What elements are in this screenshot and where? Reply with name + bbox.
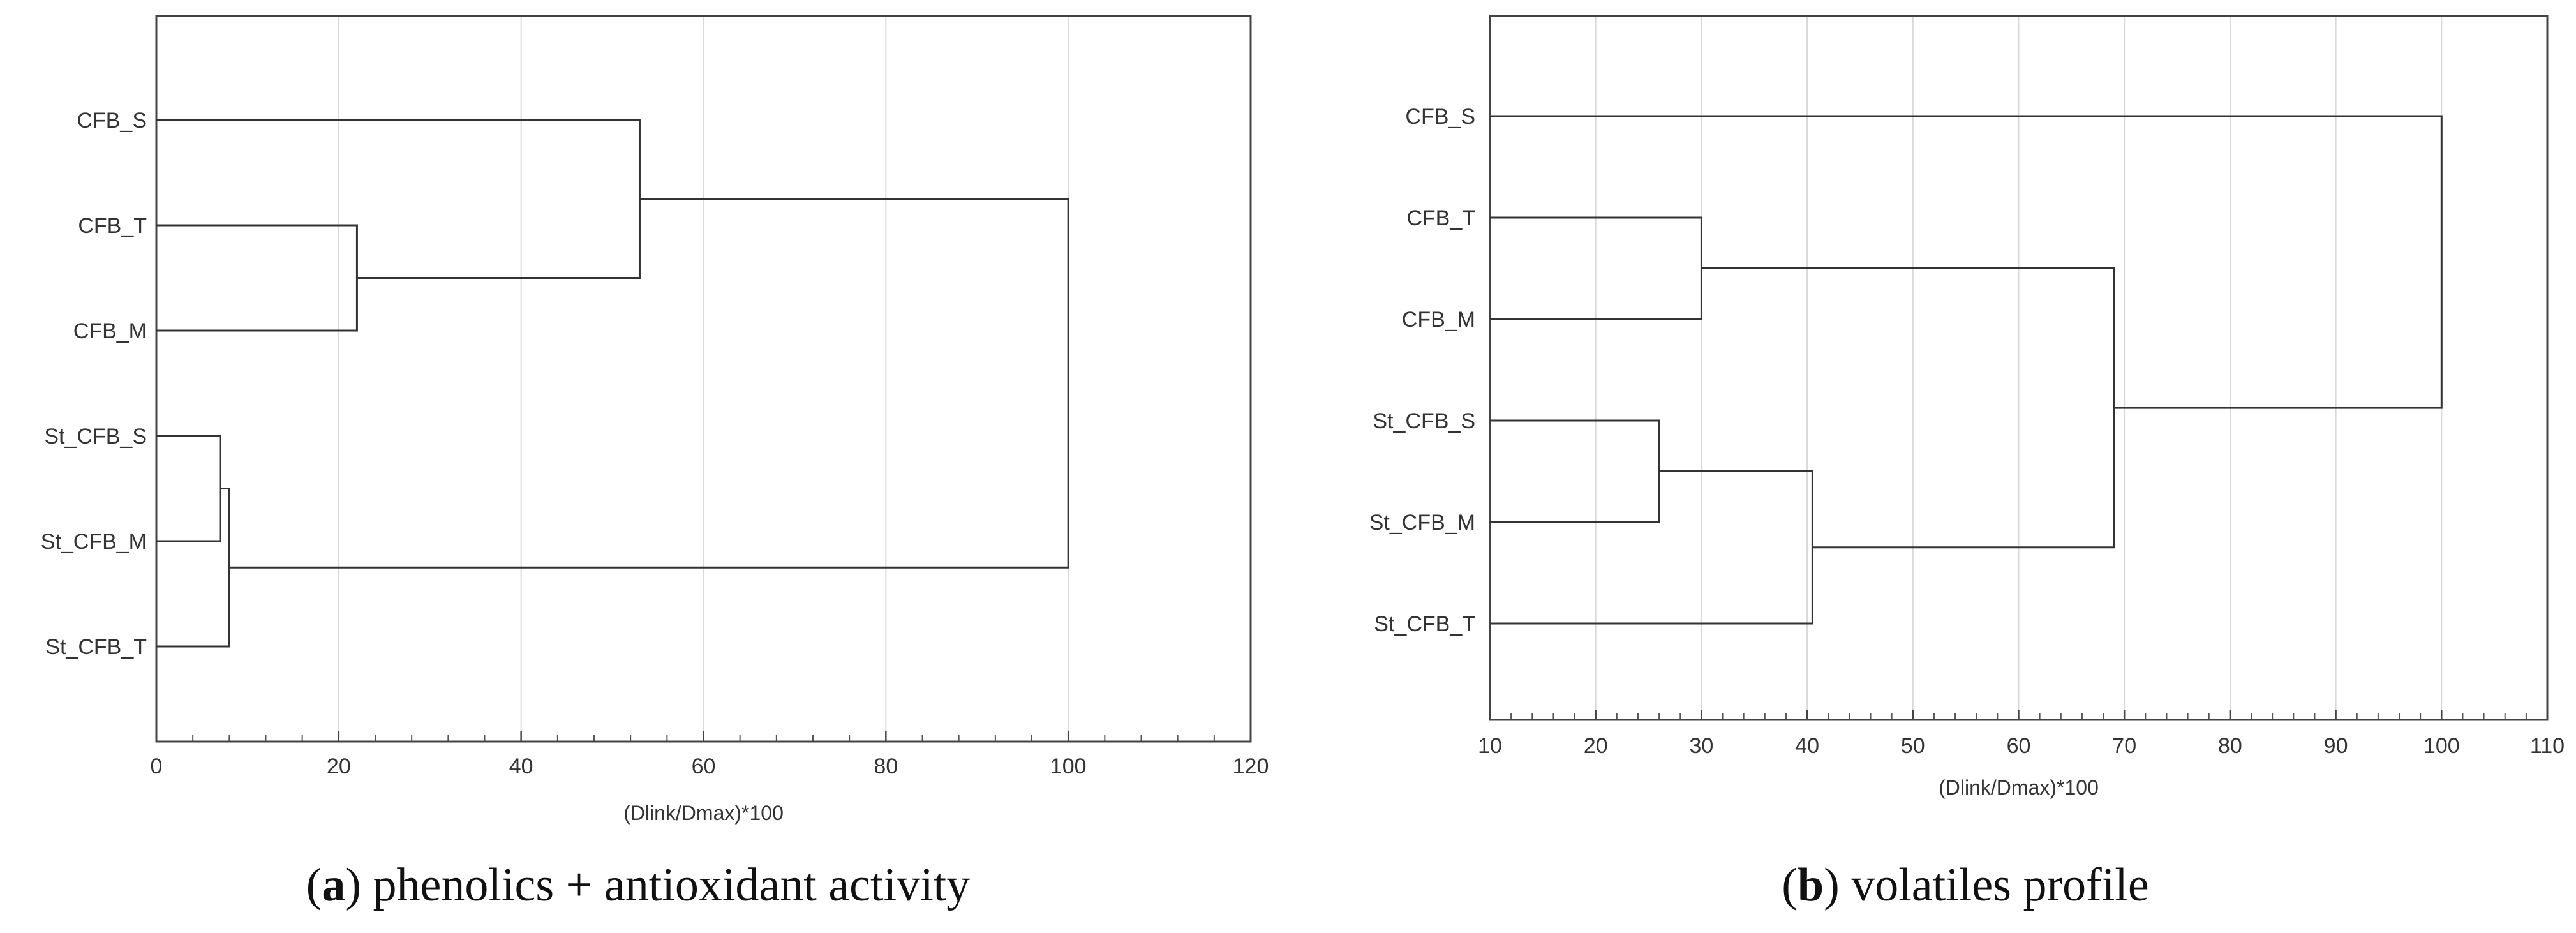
x-tick-label: 50: [1901, 734, 1925, 758]
leaf-label: St_CFB_S: [44, 424, 147, 449]
dendrogram-link: [229, 198, 1069, 569]
x-tick-label: 30: [1689, 734, 1713, 758]
caption-b: (b) volatiles profile: [1782, 859, 2149, 911]
x-tick-label: 110: [2530, 734, 2565, 758]
x-tick-label: 0: [151, 754, 163, 779]
leaf-label: CFB_T: [1406, 206, 1475, 230]
leaf-label: St_CFB_S: [1373, 409, 1475, 433]
x-tick-label: 100: [2423, 734, 2460, 758]
x-tick-label: 100: [1050, 754, 1087, 779]
dendrogram-link: [156, 435, 221, 542]
dendrogram-link: [156, 119, 641, 279]
leaf-label: St_CFB_M: [41, 530, 147, 554]
x-tick-label: 80: [874, 754, 898, 779]
leaf-label: CFB_M: [73, 319, 147, 343]
dendrogram-link: [1490, 419, 1660, 523]
dendrogram-link: [1490, 470, 1813, 625]
leaf-label: CFB_S: [1405, 105, 1475, 129]
leaf-label: CFB_M: [1402, 308, 1475, 332]
leaf-label: CFB_T: [78, 214, 147, 238]
leaf-label: St_CFB_M: [1369, 511, 1475, 535]
x-tick-label: 80: [2218, 734, 2242, 758]
plot-frame: [155, 15, 1252, 743]
panel-b-volatiles: 10 20 30 40 50 60 70 80 90 100 110 (Dlink/Dmax)*100…: [1369, 15, 2565, 799]
leaf-label: St_CFB_T: [45, 635, 147, 659]
dendrogram-link: [1490, 115, 2443, 409]
leaf-label: St_CFB_T: [1374, 612, 1475, 636]
x-tick-label: 10: [1478, 734, 1502, 758]
x-axis-label: (Dlink/Dmax)*100: [623, 802, 784, 825]
plot-frame: [1489, 15, 2549, 721]
x-tick-label: 120: [1233, 754, 1269, 779]
x-tick-label: 40: [1795, 734, 1819, 758]
panel-a-phenolics: 0 20 40 60 80 100 120 (Dlink/Dmax)*100 CFB_S CFB_…: [41, 15, 1269, 825]
x-tick-label: 60: [692, 754, 716, 779]
dendrogram-link: [156, 224, 358, 332]
x-tick-label: 20: [327, 754, 351, 779]
leaf-label: CFB_S: [77, 108, 147, 133]
x-axis-label: (Dlink/Dmax)*100: [1939, 776, 2099, 799]
caption-a: (a) phenolics + antioxidant activity: [306, 859, 971, 911]
x-tick-label: 60: [2007, 734, 2031, 758]
dendrogram-link: [156, 488, 230, 648]
dendrogram-link: [1701, 267, 2115, 549]
x-tick-label: 20: [1584, 734, 1608, 758]
x-tick-label: 40: [509, 754, 533, 779]
x-tick-label: 90: [2324, 734, 2348, 758]
x-tick-label: 70: [2112, 734, 2136, 758]
